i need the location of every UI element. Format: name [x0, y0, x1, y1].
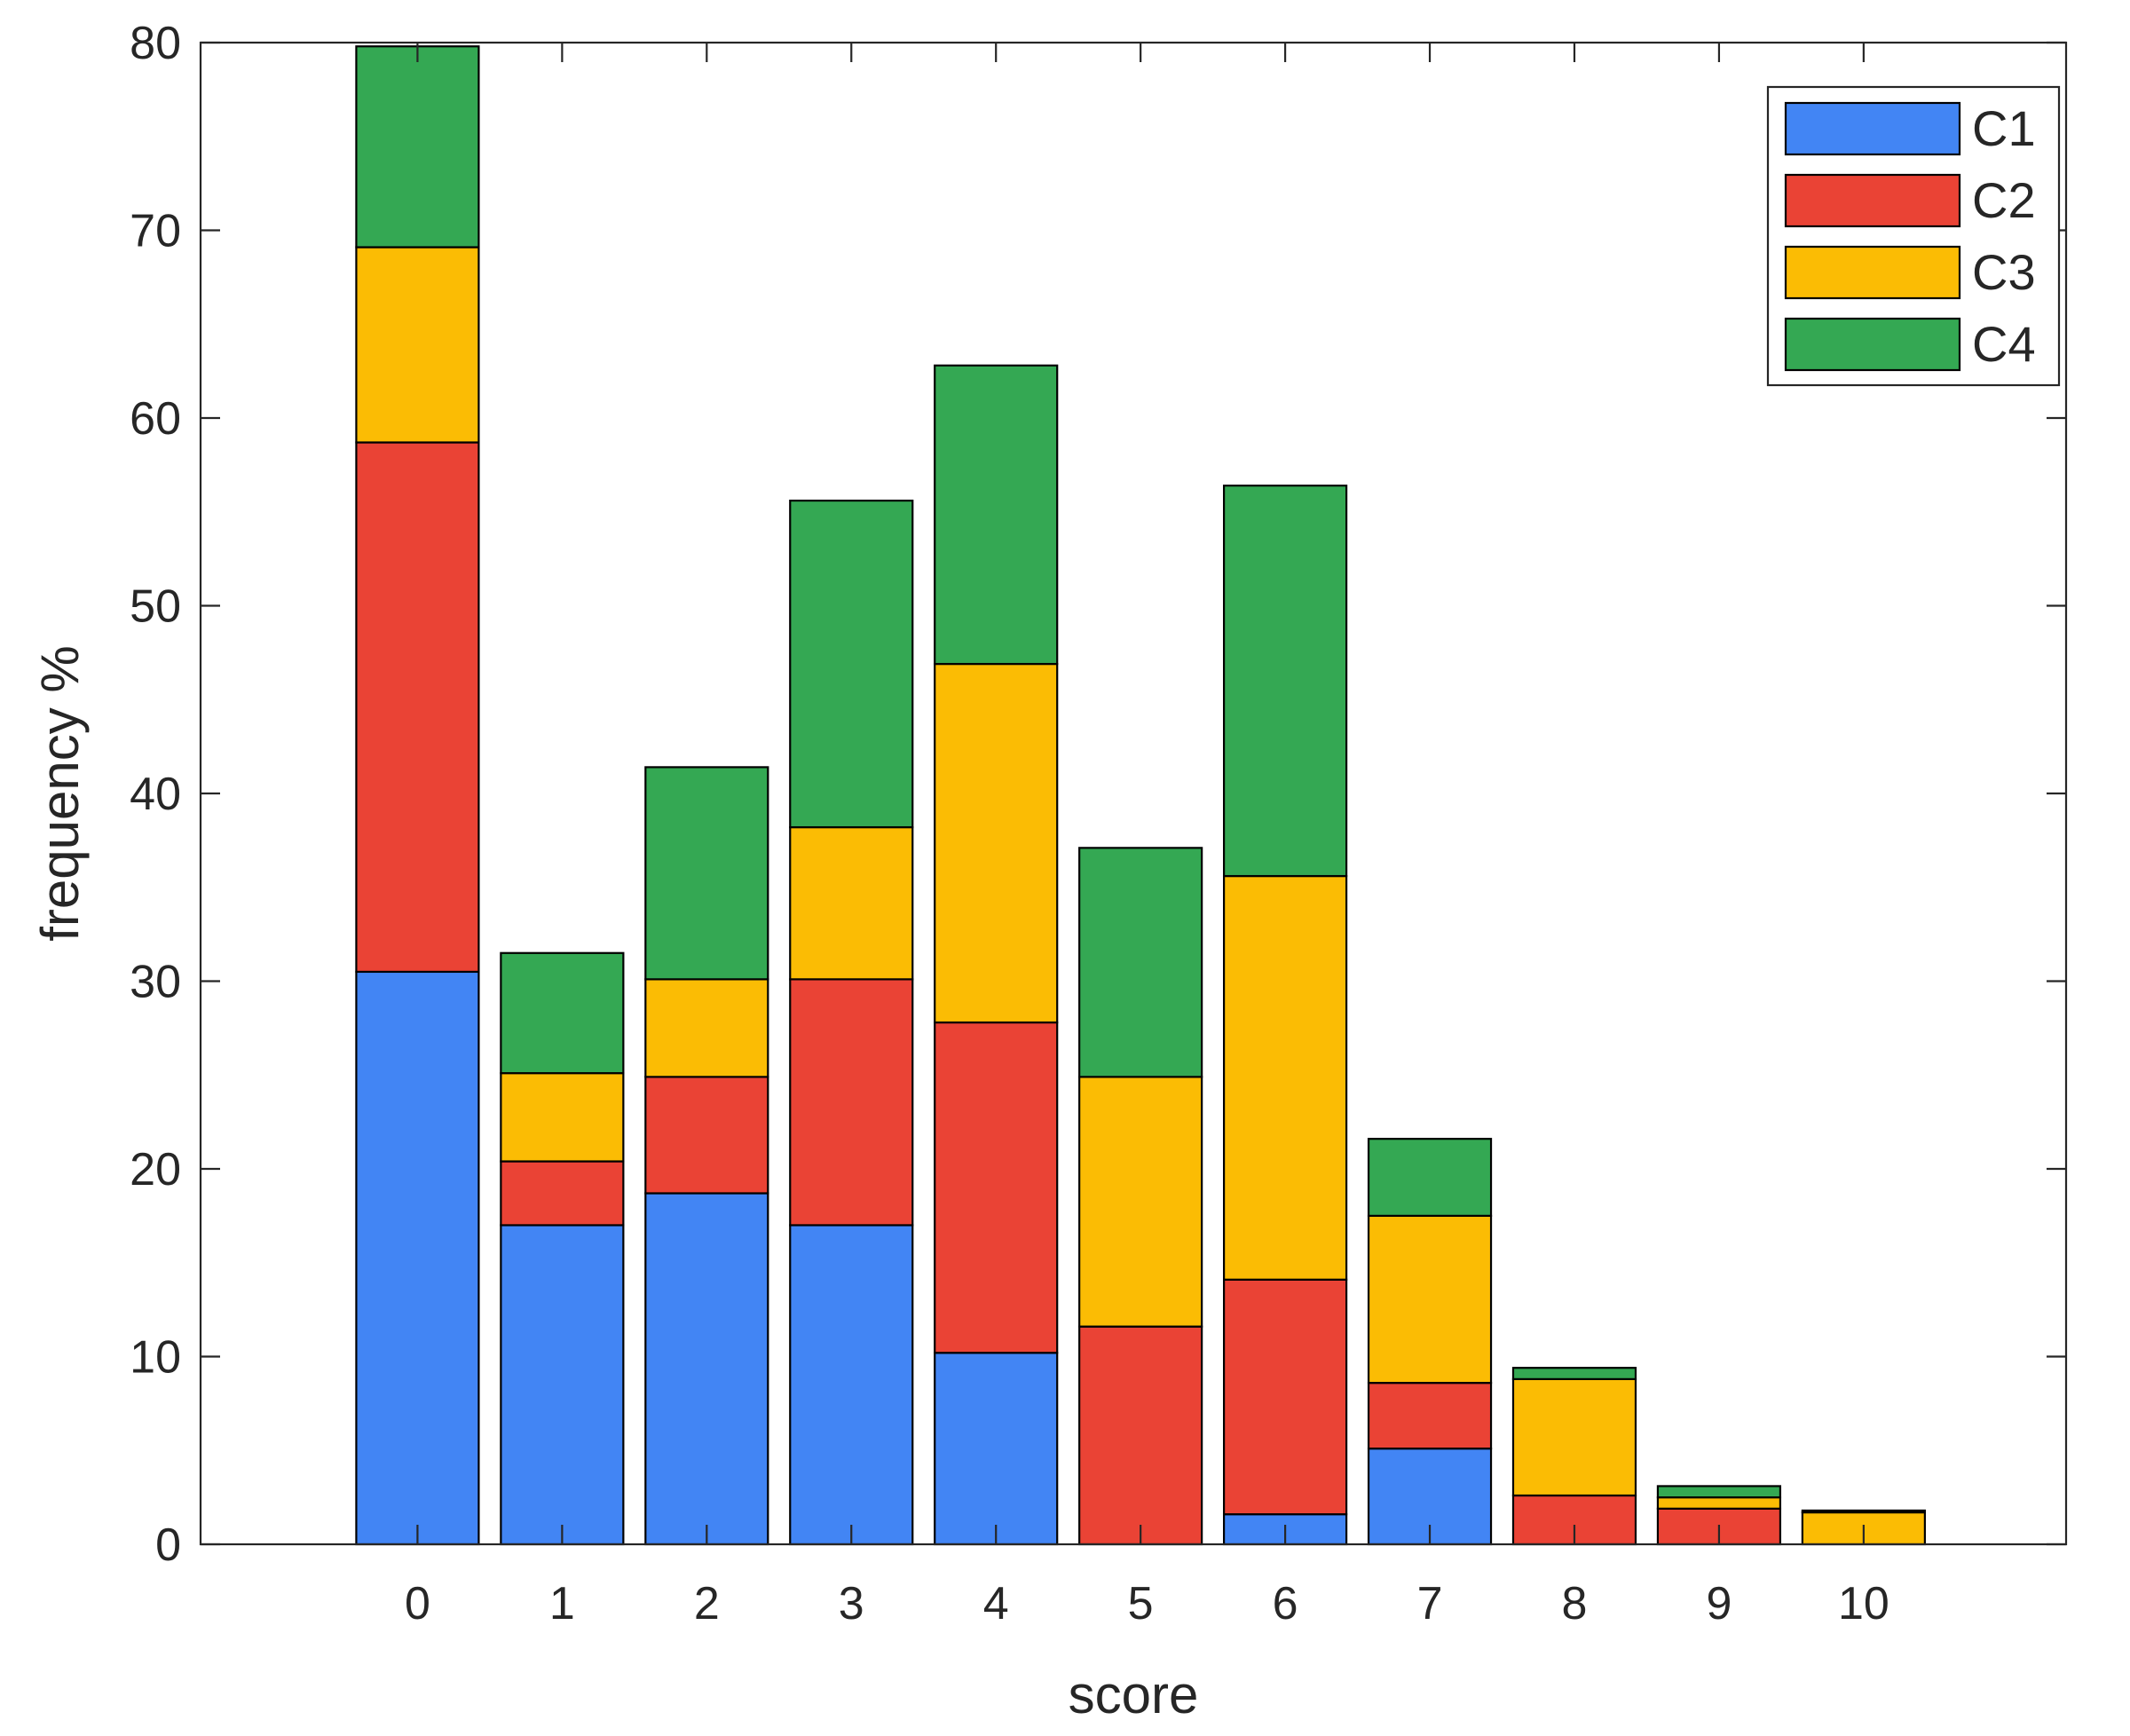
ticks-group: 0 10 20 30 40 50 60 70 80 0 1 2 3 4 5 6 7 8 9 10 — [130, 18, 2066, 1629]
x-tick-label-0: 0 — [405, 1578, 430, 1629]
bar-c2-score-5 — [1078, 1325, 1203, 1546]
bar-c2-score-0 — [355, 441, 480, 974]
bar-c1-score-4 — [934, 1352, 1059, 1546]
bar-c3-score-8 — [1511, 1377, 1637, 1497]
x-tick-label-6: 6 — [1273, 1578, 1298, 1629]
bar-c2-score-3 — [789, 978, 914, 1227]
y-tick-label-50: 50 — [130, 581, 181, 633]
bar-c4-score-1 — [500, 951, 625, 1075]
bar-c4-score-0 — [355, 45, 480, 249]
x-tick-label-5: 5 — [1128, 1578, 1154, 1629]
bar-c3-score-0 — [355, 246, 480, 444]
bar-c3-score-3 — [789, 825, 914, 981]
legend-label-c1: C1 — [1972, 100, 2036, 156]
bar-c4-score-2 — [644, 766, 769, 981]
y-axis-label: frequency % — [30, 645, 90, 942]
bar-c1-score-1 — [500, 1224, 625, 1546]
y-tick-label-0: 0 — [155, 1519, 181, 1571]
legend-swatch-c4 — [1784, 317, 1961, 372]
x-tick-label-4: 4 — [983, 1578, 1009, 1629]
bar-c3-score-7 — [1367, 1214, 1493, 1385]
y-tick-label-40: 40 — [130, 769, 181, 820]
bar-c4-score-6 — [1222, 485, 1348, 878]
bars-group — [355, 45, 1926, 1546]
legend-swatch-c1 — [1784, 101, 1961, 156]
bar-c2-score-2 — [644, 1076, 769, 1195]
legend-label-c2: C2 — [1972, 172, 2036, 228]
y-tick-label-10: 10 — [130, 1332, 181, 1384]
bar-c3-score-2 — [644, 978, 769, 1078]
y-tick-label-20: 20 — [130, 1144, 181, 1195]
bar-c4-score-3 — [789, 499, 914, 829]
x-tick-label-8: 8 — [1562, 1578, 1588, 1629]
x-tick-label-7: 7 — [1417, 1578, 1443, 1629]
bar-c4-score-7 — [1367, 1138, 1493, 1217]
legend-label-c4: C4 — [1972, 316, 2036, 372]
bar-c3-score-1 — [500, 1072, 625, 1163]
bar-c1-score-0 — [355, 970, 480, 1546]
y-tick-label-70: 70 — [130, 206, 181, 257]
x-axis-label: score — [1069, 1665, 1199, 1724]
bar-c3-score-5 — [1078, 1076, 1203, 1328]
bar-c4-score-8 — [1511, 1367, 1637, 1380]
bar-c4-score-10 — [1801, 1509, 1926, 1514]
x-tick-label-3: 3 — [839, 1578, 864, 1629]
x-tick-label-1: 1 — [549, 1578, 575, 1629]
bar-c3-score-4 — [934, 662, 1059, 1024]
legend-label-c3: C3 — [1972, 244, 2036, 300]
bar-c3-score-9 — [1656, 1496, 1782, 1510]
bar-c4-score-4 — [934, 364, 1059, 666]
x-tick-label-10: 10 — [1838, 1578, 1889, 1629]
legend-swatch-c3 — [1784, 245, 1961, 300]
bar-c4-score-9 — [1656, 1485, 1782, 1499]
legend-swatch-c2 — [1784, 173, 1961, 228]
x-tick-label-9: 9 — [1706, 1578, 1732, 1629]
bar-c2-score-6 — [1222, 1278, 1348, 1516]
bar-c4-score-5 — [1078, 847, 1203, 1078]
bar-c2-score-1 — [500, 1160, 625, 1227]
legend: C1 C2 C3 C4 — [1766, 85, 2061, 387]
bar-c1-score-3 — [789, 1224, 914, 1546]
bar-c2-score-7 — [1367, 1382, 1493, 1450]
y-tick-label-80: 80 — [130, 18, 181, 69]
bar-c2-score-4 — [934, 1021, 1059, 1354]
bar-c3-score-6 — [1222, 874, 1348, 1281]
bar-c1-score-2 — [644, 1192, 769, 1546]
x-tick-label-2: 2 — [694, 1578, 720, 1629]
y-tick-label-60: 60 — [130, 393, 181, 445]
y-tick-label-30: 30 — [130, 957, 181, 1008]
